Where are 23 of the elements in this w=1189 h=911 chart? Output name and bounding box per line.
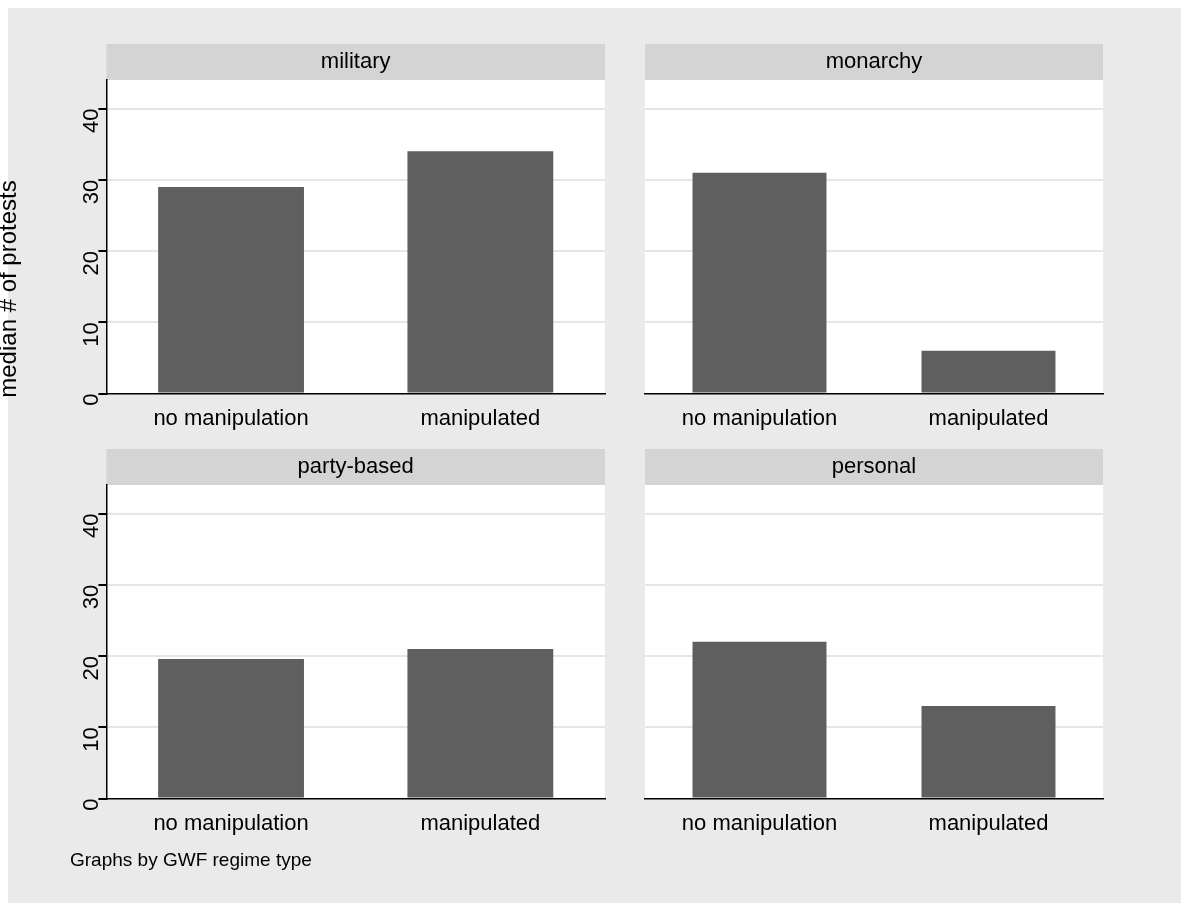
y-tick-label: 10 [78,322,104,347]
y-tick-label: 40 [78,513,104,538]
y-tick-label: 20 [78,251,104,276]
text: Graphs by GWF regime type [70,849,312,871]
chart-title: military [320,48,391,74]
y-tick-label: 20 [78,656,104,681]
y-tick-label: 30 [78,179,104,205]
x-tick-label: no manipulation [681,809,838,835]
x-tick-label: manipulated [928,809,1049,835]
y-tick-label: 40 [78,108,104,133]
chart-title: personal [831,453,917,479]
x-tick-label: manipulated [928,404,1049,430]
y-tick-label: 30 [78,584,104,610]
x-tick-label: no manipulation [153,809,309,835]
x-tick-label: manipulated [420,809,541,835]
chart-title: party-based [297,453,414,479]
x-tick-label: no manipulation [153,404,309,430]
y-tick-label: 0 [78,798,104,811]
y-tick-label: 10 [78,727,104,752]
chart-title: monarchy [825,48,923,74]
y-tick-label: 0 [78,393,104,406]
x-tick-label: manipulated [420,404,541,430]
x-tick-label: no manipulation [681,404,838,430]
